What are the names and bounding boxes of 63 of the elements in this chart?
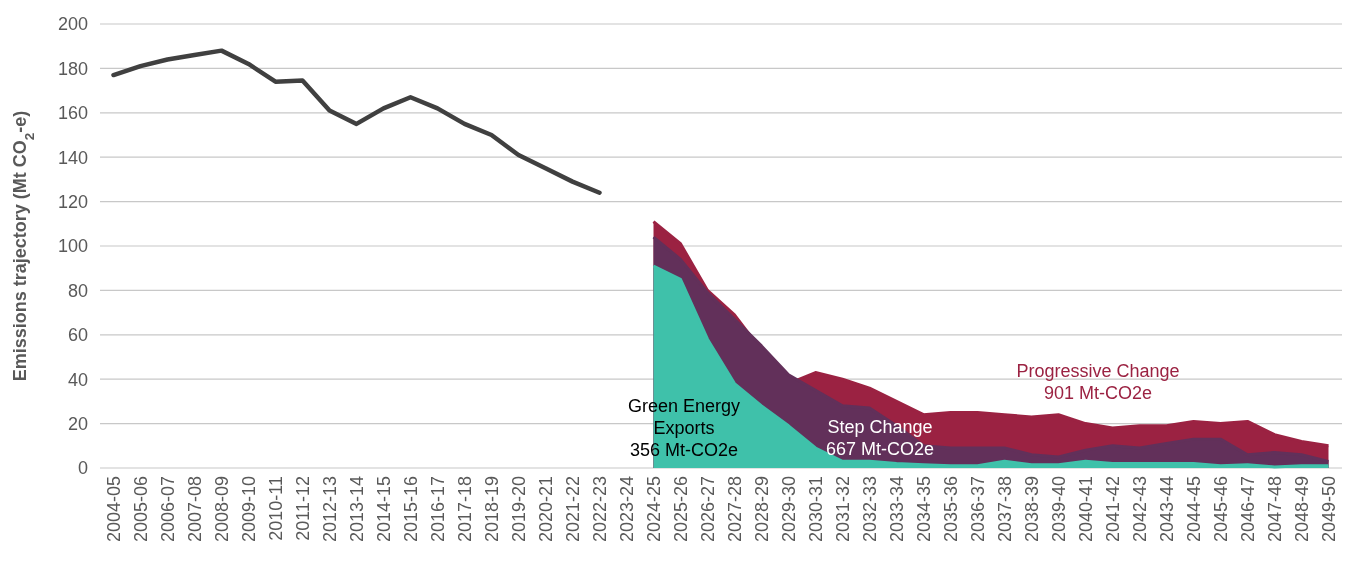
x-tick-label: 2008-09 <box>211 476 232 543</box>
annotation: 901 Mt-CO2e <box>1043 383 1153 403</box>
x-tick-label: 2023-24 <box>616 476 637 543</box>
x-tick-label: 2005-06 <box>130 476 151 543</box>
x-tick-label: 2021-22 <box>562 476 583 543</box>
x-tick-label: 2011-12 <box>292 476 313 541</box>
x-tick-label: 2007-08 <box>184 476 205 543</box>
x-tick-label: 2042-43 <box>1129 476 1150 543</box>
x-tick-label: 2014-15 <box>373 476 394 543</box>
x-tick-label: 2035-36 <box>940 476 961 543</box>
x-tick-label: 2018-19 <box>481 476 502 543</box>
x-tick-label: 2012-13 <box>319 476 340 543</box>
x-tick-label: 2036-37 <box>967 476 988 543</box>
line-series <box>111 48 602 195</box>
x-tick-label: 2034-35 <box>913 476 934 543</box>
x-tick-label: 2019-20 <box>508 476 529 543</box>
x-tick-label: 2033-34 <box>886 476 907 543</box>
y-tick-label: 20 <box>67 413 88 434</box>
x-tick-label: 2046-47 <box>1237 476 1258 543</box>
x-tick-label: 2039-40 <box>1048 476 1069 543</box>
series-label: Green Energy Exports <box>627 396 741 438</box>
x-tick-label: 2010-11 <box>265 476 286 541</box>
annotation: 667 Mt-CO2e <box>825 439 935 459</box>
x-tick-label: 2016-17 <box>427 476 448 543</box>
x-tick-label: 2047-48 <box>1264 476 1285 543</box>
y-tick-label: 60 <box>67 325 88 346</box>
series-label: Step Change <box>827 417 933 437</box>
x-tick-label: 2026-27 <box>697 476 718 543</box>
x-tick-label: 2004-05 <box>103 476 124 543</box>
x-tick-label: 2029-30 <box>778 476 799 543</box>
x-tick-label: 2045-46 <box>1210 476 1231 543</box>
x-tick-label: 2027-28 <box>724 476 745 543</box>
x-tick-label: 2048-49 <box>1291 476 1312 543</box>
x-tick-label: 2024-25 <box>643 476 664 543</box>
x-tick-label: 2015-16 <box>400 476 421 543</box>
x-tick-label: 2022-23 <box>589 476 610 543</box>
x-tick-label: 2041-42 <box>1102 476 1123 543</box>
x-tick-label: 2009-10 <box>238 476 259 543</box>
y-tick-label: 180 <box>57 58 88 79</box>
y-tick-label: 140 <box>57 147 88 168</box>
x-tick-label: 2028-29 <box>751 476 772 543</box>
x-tick-label: 2031-32 <box>832 476 853 543</box>
x-tick-label: 2044-45 <box>1183 476 1204 543</box>
y-tick-label: 100 <box>57 236 88 257</box>
x-tick-label: 2030-31 <box>805 476 826 543</box>
y-tick-label: 160 <box>57 103 88 124</box>
y-tick-label: 0 <box>77 458 88 479</box>
y-tick-label: 200 <box>57 14 88 35</box>
y-tick-label: 80 <box>67 280 88 301</box>
x-tick-label: 2038-39 <box>1021 476 1042 543</box>
x-tick-label: 2013-14 <box>346 476 367 543</box>
x-tick-label: 2040-41 <box>1075 476 1096 543</box>
y-tick-label: 120 <box>57 191 88 212</box>
x-tick-label: 2020-21 <box>535 476 556 543</box>
x-tick-label: 2032-33 <box>859 476 880 543</box>
series-label: Progressive Change <box>1016 361 1180 381</box>
x-tick-label: 2006-07 <box>157 476 178 543</box>
x-tick-label: 2049-50 <box>1318 476 1339 543</box>
x-tick-label: 2037-38 <box>994 476 1015 543</box>
x-tick-label: 2043-44 <box>1156 476 1177 543</box>
x-tick-label: 2025-26 <box>670 476 691 543</box>
y-tick-label: 40 <box>67 369 88 390</box>
x-tick-label: 2017-18 <box>454 476 475 543</box>
